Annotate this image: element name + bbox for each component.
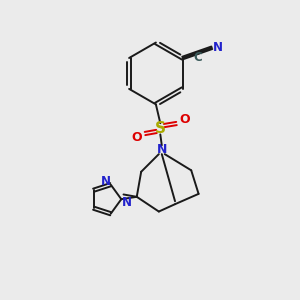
Text: N: N: [157, 143, 167, 156]
Text: O: O: [179, 113, 190, 126]
Text: C: C: [194, 51, 202, 64]
Text: N: N: [213, 41, 223, 54]
Text: N: N: [100, 175, 110, 188]
Text: S: S: [155, 121, 166, 136]
Text: O: O: [131, 131, 142, 144]
Text: N: N: [122, 196, 132, 208]
